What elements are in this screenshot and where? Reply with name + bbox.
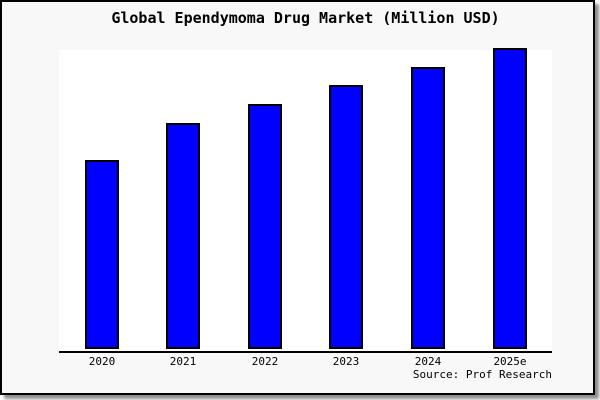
x-axis-label-2022: 2022	[251, 355, 279, 368]
chart-frame: Global Ependymoma Drug Market (Million U…	[0, 0, 595, 395]
bar-2025e	[493, 48, 527, 349]
x-axis-label-2021: 2021	[169, 355, 197, 368]
x-axis-label-2020: 2020	[88, 355, 116, 368]
bar-2023	[329, 85, 363, 349]
bar-2024	[411, 67, 445, 349]
chart-title: Global Ependymoma Drug Market (Million U…	[111, 9, 500, 27]
plot-area	[59, 48, 552, 351]
x-axis-label-2025e: 2025e	[493, 355, 527, 368]
x-axis-label-2024: 2024	[414, 355, 442, 368]
source-label: Source: Prof Research	[412, 368, 552, 381]
x-axis-line	[59, 351, 552, 353]
bar-2021	[166, 123, 200, 349]
bar-2022	[248, 104, 282, 349]
x-axis-label-2023: 2023	[332, 355, 360, 368]
bar-2020	[85, 160, 119, 349]
